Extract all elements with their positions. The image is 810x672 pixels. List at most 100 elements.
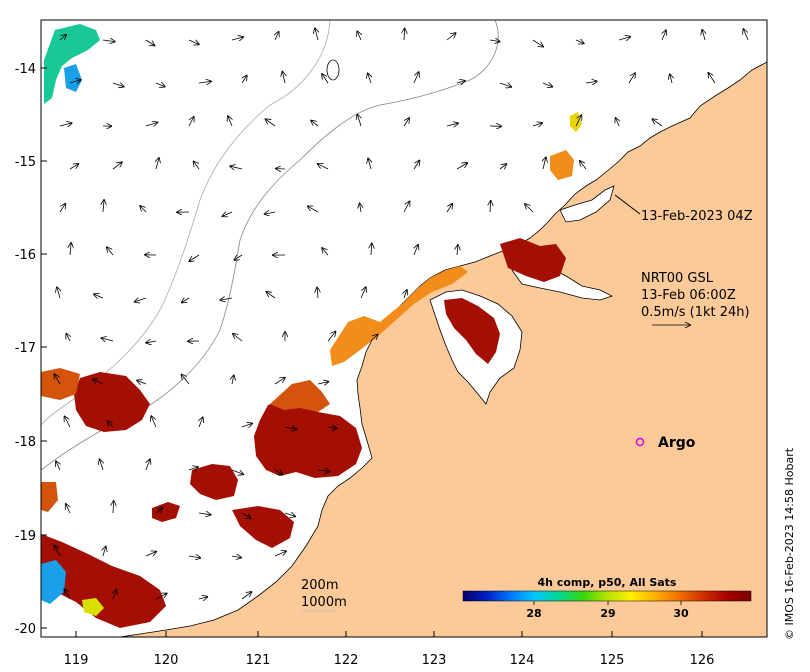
current-arrow	[368, 73, 371, 84]
sst-patch-cool-sw	[41, 560, 66, 604]
colorbar-tick-label: 29	[600, 607, 615, 620]
lon-tick-label: 123	[422, 653, 447, 668]
current-arrow	[93, 379, 104, 385]
lat-tick-label: -16	[15, 248, 36, 263]
current-arrow	[311, 121, 319, 127]
current-arrow	[103, 200, 104, 213]
current-arrow	[575, 115, 581, 127]
current-arrow	[223, 212, 233, 216]
current-arrow	[113, 590, 116, 600]
sst-patch-sw-yellow	[82, 598, 104, 616]
sst-patch-west-edge	[41, 368, 80, 400]
current-scale-label: 0.5m/s (1kt 24h)	[641, 305, 750, 320]
sst-patches	[41, 24, 582, 628]
current-arrow	[628, 73, 635, 84]
current-arrow	[146, 341, 157, 343]
obs-pointer	[614, 194, 641, 215]
current-arrow	[265, 212, 276, 214]
lat-tick-label: -20	[15, 622, 36, 637]
current-arrow	[575, 40, 584, 43]
current-arrow	[182, 375, 190, 385]
current-arrow	[231, 469, 243, 474]
current-arrow	[357, 32, 361, 41]
current-arrow	[446, 123, 458, 126]
current-arrow	[234, 254, 243, 260]
sst-patch-orange-coast	[330, 266, 468, 366]
current-arrow	[113, 501, 114, 514]
lon-tick-label: 119	[64, 653, 89, 668]
current-arrow	[404, 290, 407, 299]
current-arrow	[189, 254, 200, 261]
sst-patch-cool-cyan	[64, 64, 82, 92]
current-arrow	[241, 592, 251, 600]
current-arrow	[221, 298, 233, 300]
current-arrow	[146, 459, 150, 471]
current-arrow	[653, 119, 663, 127]
current-arrow	[194, 162, 200, 170]
colorbar-tick-label: 28	[526, 607, 541, 620]
argo-marker	[635, 437, 645, 447]
current-arrow	[64, 589, 71, 600]
current-arrow	[525, 204, 534, 213]
current-arrow	[100, 460, 103, 471]
current-arrow	[188, 117, 194, 127]
current-arrow	[230, 166, 243, 169]
current-arrow	[56, 461, 60, 471]
current-arrow	[360, 204, 361, 213]
sst-patch-192	[190, 464, 238, 500]
current-arrow	[414, 245, 418, 256]
current-arrow	[198, 513, 211, 515]
current-arrow	[618, 37, 630, 40]
lat-tick-label: -19	[15, 529, 36, 544]
current-arrow	[182, 298, 190, 303]
current-arrow	[616, 118, 619, 127]
current-arrow	[274, 551, 286, 557]
current-arrow	[284, 513, 295, 516]
current-arrow	[65, 417, 71, 428]
current-arrow	[198, 597, 207, 599]
current-arrow	[403, 118, 409, 127]
current-source-label: NRT00 GSL	[641, 271, 714, 286]
current-arrow	[532, 123, 542, 126]
current-arrow	[188, 467, 198, 470]
sst-patch-nw-coast	[500, 238, 566, 282]
current-arrow	[232, 376, 234, 385]
colorbar-tick-label: 30	[673, 607, 689, 620]
current-arrow	[102, 338, 114, 341]
current-arrow	[69, 164, 78, 170]
current-arrow	[188, 556, 200, 558]
current-arrow	[327, 427, 337, 429]
current-arrow	[284, 427, 296, 429]
current-arrow	[282, 72, 285, 84]
current-arrow	[499, 83, 511, 87]
lat-tick-label: -18	[15, 435, 36, 450]
colorbar: 4h comp, p50, All Sats 28 29 30	[462, 576, 752, 620]
current-vectors	[54, 28, 749, 600]
sst-patch-north	[550, 150, 574, 180]
current-arrow	[145, 123, 157, 127]
plot-frame	[40, 19, 768, 638]
current-arrow	[456, 81, 465, 83]
current-arrow	[274, 378, 285, 385]
current-arrow	[267, 292, 276, 299]
current-arrow	[371, 244, 372, 256]
current-arrow	[317, 382, 328, 384]
current-arrow	[145, 552, 156, 557]
current-arrow	[242, 76, 247, 84]
current-arrow	[198, 81, 211, 83]
current-arrow	[318, 164, 329, 170]
current-arrow	[360, 287, 366, 299]
current-arrow	[107, 421, 114, 428]
current-arrow	[155, 594, 167, 600]
sst-patch-sw-orange	[41, 482, 58, 512]
current-arrow	[404, 29, 405, 41]
lon-tick-label: 121	[246, 653, 271, 668]
current-arrow	[446, 33, 456, 41]
current-arrow	[155, 508, 163, 513]
current-arrow	[70, 243, 71, 256]
current-arrow	[317, 470, 330, 472]
current-arrow	[69, 80, 81, 83]
current-arrow	[188, 40, 199, 44]
current-arrow	[107, 247, 114, 256]
